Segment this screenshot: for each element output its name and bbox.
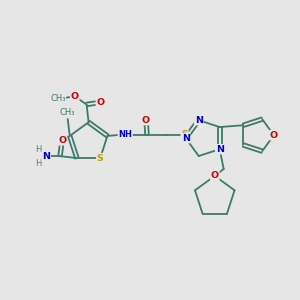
Text: N: N xyxy=(42,152,50,160)
Text: S: S xyxy=(181,130,188,140)
Text: H: H xyxy=(35,145,41,154)
Text: O: O xyxy=(270,130,278,140)
Text: O: O xyxy=(142,116,150,124)
Text: N: N xyxy=(216,145,224,154)
Text: N: N xyxy=(195,116,203,125)
Text: CH₃: CH₃ xyxy=(60,108,76,117)
Text: N: N xyxy=(182,134,190,142)
Text: S: S xyxy=(97,154,104,163)
Text: H: H xyxy=(35,159,41,168)
Text: O: O xyxy=(96,98,104,107)
Text: O: O xyxy=(58,136,66,145)
Text: O: O xyxy=(211,171,219,180)
Text: CH₃: CH₃ xyxy=(50,94,66,103)
Text: O: O xyxy=(70,92,79,101)
Text: NH: NH xyxy=(118,130,132,140)
